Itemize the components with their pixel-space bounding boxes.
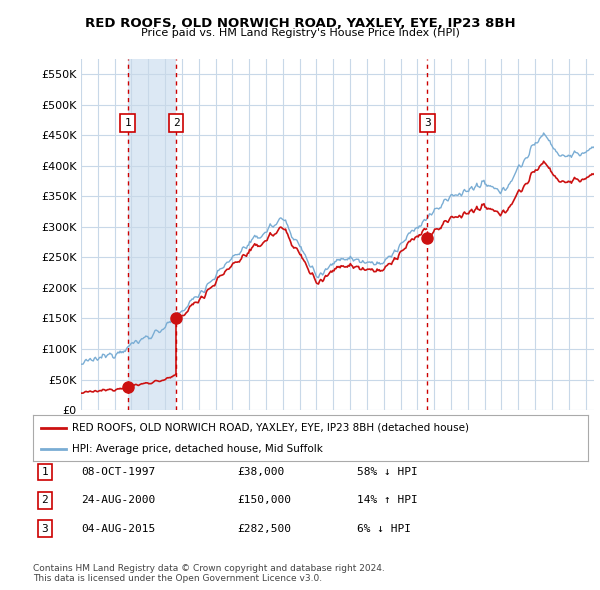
Text: RED ROOFS, OLD NORWICH ROAD, YAXLEY, EYE, IP23 8BH (detached house): RED ROOFS, OLD NORWICH ROAD, YAXLEY, EYE… [72,423,469,433]
Text: £38,000: £38,000 [237,467,284,477]
Text: 1: 1 [41,467,49,477]
Text: RED ROOFS, OLD NORWICH ROAD, YAXLEY, EYE, IP23 8BH: RED ROOFS, OLD NORWICH ROAD, YAXLEY, EYE… [85,17,515,30]
Text: 6% ↓ HPI: 6% ↓ HPI [357,524,411,533]
Text: 2: 2 [173,118,179,128]
Text: 3: 3 [424,118,431,128]
Text: 58% ↓ HPI: 58% ↓ HPI [357,467,418,477]
Text: 2: 2 [41,496,49,505]
Text: Price paid vs. HM Land Registry's House Price Index (HPI): Price paid vs. HM Land Registry's House … [140,28,460,38]
Text: £150,000: £150,000 [237,496,291,505]
Text: 04-AUG-2015: 04-AUG-2015 [81,524,155,533]
Text: 24-AUG-2000: 24-AUG-2000 [81,496,155,505]
Text: 08-OCT-1997: 08-OCT-1997 [81,467,155,477]
Text: 1: 1 [124,118,131,128]
Text: HPI: Average price, detached house, Mid Suffolk: HPI: Average price, detached house, Mid … [72,444,323,454]
Text: Contains HM Land Registry data © Crown copyright and database right 2024.
This d: Contains HM Land Registry data © Crown c… [33,563,385,583]
Text: 14% ↑ HPI: 14% ↑ HPI [357,496,418,505]
Bar [128,59,176,410]
Text: £282,500: £282,500 [237,524,291,533]
Text: 3: 3 [41,524,49,533]
